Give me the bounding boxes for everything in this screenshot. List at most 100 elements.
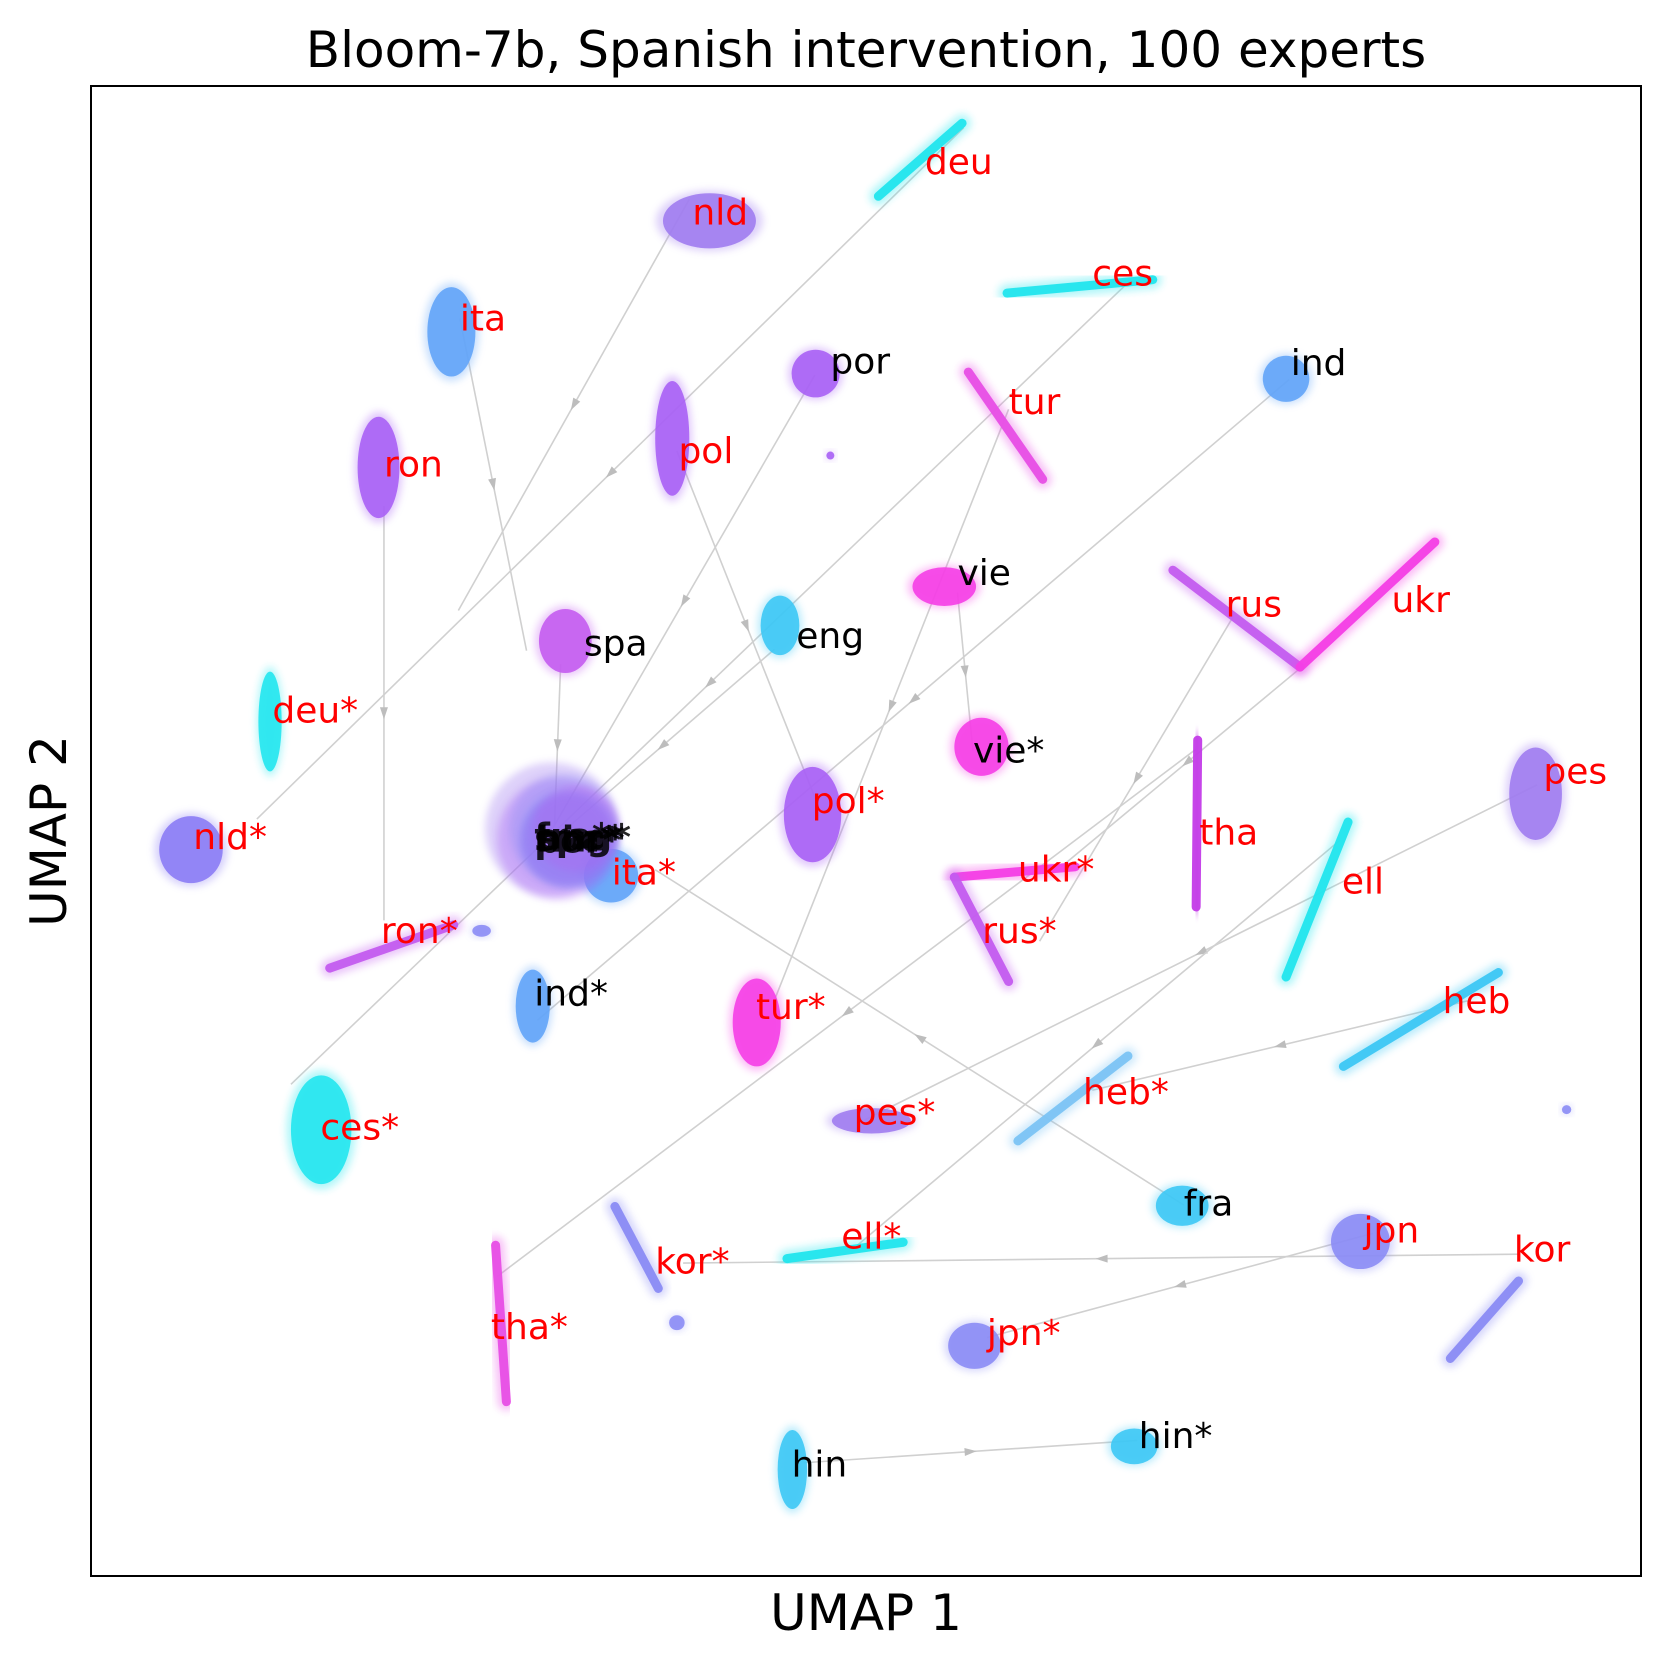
- cluster-ces-star: [286, 1069, 356, 1190]
- cluster-vie: [907, 565, 981, 608]
- arrowhead-0: [570, 397, 581, 411]
- cluster-ron: [354, 411, 403, 524]
- cluster-ita: [423, 282, 480, 382]
- arrowhead-8: [908, 692, 921, 704]
- label-heb: heb: [1443, 981, 1511, 1022]
- cluster-center-overlap: [485, 762, 619, 900]
- label-rus: rus: [1226, 585, 1282, 626]
- arrowhead-11: [553, 739, 562, 752]
- label-kor-star: kor*: [655, 1242, 729, 1283]
- label-vie-star: vie*: [973, 731, 1044, 772]
- label-ron-star: ron*: [381, 911, 458, 952]
- arrowhead-18: [914, 1034, 927, 1044]
- y-axis-label: UMAP 2: [20, 735, 78, 927]
- label-ces: ces: [1092, 254, 1153, 295]
- label-hin-star: hin*: [1139, 1416, 1213, 1457]
- arrowhead-9: [960, 665, 969, 678]
- cluster-unlabeled-41: [667, 1314, 686, 1331]
- cluster-tha-star: [486, 1236, 516, 1411]
- label-ita-star: ita*: [612, 853, 676, 894]
- cluster-jpn-star: [944, 1320, 1005, 1372]
- cluster-tur: [959, 363, 1052, 489]
- label-pes: pes: [1543, 751, 1607, 792]
- cluster-ces: [998, 270, 1162, 303]
- label-tha-star: tha*: [491, 1307, 568, 1348]
- cluster-ell-star: [777, 1233, 913, 1268]
- arrowhead-12: [1133, 771, 1143, 785]
- label-kor: kor: [1514, 1230, 1571, 1271]
- cluster-vie-star: [950, 714, 1013, 779]
- label-fra: fra: [1184, 1184, 1234, 1225]
- cluster-hin: [775, 1426, 810, 1513]
- cluster-pes: [1505, 742, 1566, 845]
- label-ell: ell: [1342, 862, 1384, 903]
- label-pes-star: pes*: [854, 1093, 936, 1134]
- label-ukr: ukr: [1391, 580, 1450, 621]
- arrowhead-20: [1174, 1280, 1187, 1288]
- cluster-nld-star: [154, 812, 228, 887]
- cluster-rus-star: [945, 868, 1018, 991]
- arrowhead-10: [657, 739, 670, 750]
- label-tur: tur: [1009, 382, 1061, 423]
- label-hin-star: hin*: [536, 819, 619, 860]
- cluster-kor-star: [605, 1197, 668, 1298]
- cluster-kor: [1441, 1271, 1528, 1368]
- label-tur-star: tur*: [756, 987, 826, 1028]
- cluster-tur-star: [729, 974, 785, 1071]
- cluster-eng: [757, 592, 803, 659]
- cluster-ind-star: [513, 965, 553, 1047]
- arrowhead-17: [1274, 1040, 1287, 1049]
- label-jpn: jpn: [1363, 1210, 1420, 1251]
- cluster-pol-star: [779, 762, 846, 868]
- cluster-fra: [1151, 1183, 1213, 1228]
- label-rus-star: rus*: [982, 911, 1056, 952]
- label-ces-star: ces*: [320, 1108, 399, 1149]
- label-spa-star: spa*: [534, 818, 624, 859]
- label-ind: ind: [1291, 343, 1347, 384]
- cluster-ukr: [1291, 532, 1444, 677]
- label-eng: eng: [796, 616, 864, 657]
- arrowhead-7: [740, 619, 749, 632]
- arrowhead-1: [605, 466, 618, 478]
- label-jpn-star: jpn*: [986, 1313, 1061, 1354]
- arrowhead-2: [705, 676, 717, 688]
- cluster-ind: [1259, 353, 1313, 405]
- label-nld-star: nld*: [193, 817, 267, 858]
- x-axis-label: UMAP 1: [770, 1584, 962, 1642]
- plot-area: deu nld ces ita por ind tur pol ron vie rus ukr eng s…: [90, 85, 1642, 1577]
- label-nld: nld: [692, 193, 748, 234]
- cluster-deu-star: [256, 666, 284, 777]
- cluster-pol: [652, 375, 692, 502]
- label-deu-star: deu*: [272, 690, 358, 731]
- label-heb-star: heb*: [1083, 1072, 1169, 1113]
- arrowhead-6: [888, 699, 897, 713]
- label-ind-star: ind*: [534, 973, 608, 1014]
- clusters-layer: [154, 114, 1572, 1513]
- arrowhead-3: [488, 477, 496, 491]
- cluster-ell: [1277, 813, 1358, 987]
- label-spa: spa: [584, 623, 648, 664]
- cluster-heb-star: [1008, 1046, 1137, 1150]
- cluster-unlabeled-43: [470, 924, 493, 938]
- chart-title: Bloom-7b, Spanish intervention, 100 expe…: [306, 21, 1426, 79]
- cluster-jpn: [1326, 1211, 1395, 1272]
- label-ell-star: ell*: [841, 1216, 901, 1257]
- label-pol-star: pol*: [812, 781, 885, 822]
- arrowhead-21: [964, 1447, 977, 1456]
- cluster-pes-star: [825, 1106, 917, 1135]
- label-pol: pol: [678, 431, 733, 472]
- cluster-hin-star: [1107, 1426, 1161, 1467]
- cluster-rus: [1163, 561, 1309, 677]
- cluster-por: [787, 347, 844, 400]
- cluster-nld: [655, 190, 763, 252]
- label-por-star: por*: [534, 820, 621, 861]
- arrowhead-16: [1091, 1037, 1104, 1049]
- cluster-unlabeled-42: [825, 451, 835, 460]
- labels-layer: deu nld ces ita por ind tur pol ron vie rus ukr eng s…: [193, 142, 1607, 1485]
- cluster-unlabeled-40: [1561, 1104, 1572, 1115]
- label-por: por: [830, 342, 890, 383]
- cluster-ukr-star: [945, 857, 1085, 887]
- label-vie: vie: [957, 553, 1010, 594]
- cluster-tha: [1187, 731, 1207, 916]
- label-hin: hin: [792, 1444, 848, 1485]
